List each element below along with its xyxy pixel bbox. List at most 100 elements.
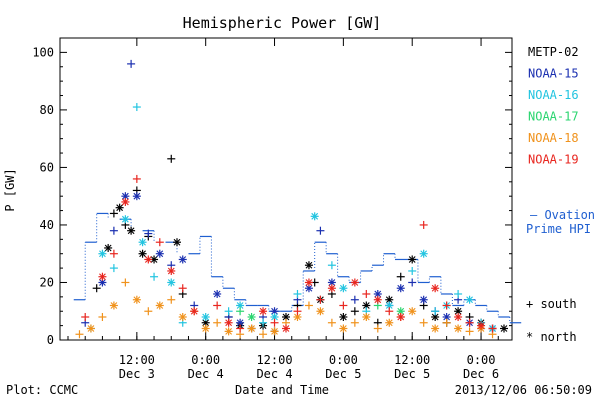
data-point: [132, 174, 141, 183]
data-point: [293, 307, 302, 316]
data-point: [150, 272, 159, 281]
x-tick-date: Dec 3: [119, 367, 155, 381]
data-point: [259, 330, 268, 339]
data-point: [408, 255, 417, 264]
data-point: [155, 249, 164, 258]
x-tick-date: Dec 4: [188, 367, 224, 381]
x-axis-label: Date and Time: [235, 383, 329, 397]
data-point: [304, 261, 313, 270]
data-point: [270, 318, 279, 327]
data-point: [121, 197, 130, 206]
data-point: [81, 312, 90, 321]
data-point: [144, 255, 153, 264]
legend-entry: NOAA-19: [528, 153, 579, 167]
data-point: [109, 249, 118, 258]
data-point: [339, 301, 348, 310]
data-point: [350, 318, 359, 327]
data-point: [442, 318, 451, 327]
data-point: [310, 212, 319, 221]
data-point: [419, 249, 428, 258]
data-point: [224, 327, 233, 336]
data-point: [98, 312, 107, 321]
data-point: [431, 307, 440, 316]
data-point: [419, 295, 428, 304]
data-point: [419, 220, 428, 229]
data-point: [98, 249, 107, 258]
x-tick-date: Dec 5: [394, 367, 430, 381]
data-point: [339, 284, 348, 293]
data-point: [247, 312, 256, 321]
data-point: [178, 312, 187, 321]
data-point: [282, 324, 290, 333]
y-axis: 0 20 40 60 80 100: [32, 45, 512, 347]
data-point: [259, 318, 268, 327]
data-point: [224, 307, 233, 316]
data-point: [109, 209, 118, 218]
data-point: [138, 238, 147, 247]
legend-entry: METP-02: [528, 45, 579, 59]
data-point: [213, 301, 222, 310]
data-point: [465, 295, 474, 304]
data-point: [155, 238, 164, 247]
y-tick-label: 100: [32, 45, 54, 59]
x-tick-time: 0:00: [467, 353, 496, 367]
y-tick-label: 0: [47, 333, 54, 347]
data-point: [327, 318, 336, 327]
data-point: [316, 226, 325, 235]
data-point: [500, 324, 508, 333]
data-point: [213, 289, 222, 298]
x-tick-date: Dec 6: [463, 367, 499, 381]
data-point: [132, 103, 141, 112]
data-point: [454, 324, 463, 333]
data-point: [454, 289, 463, 298]
data-point: [316, 307, 325, 316]
data-point: [431, 324, 440, 333]
data-point: [121, 278, 130, 287]
data-point: [362, 289, 371, 298]
data-point: [465, 318, 474, 327]
data-point: [408, 266, 417, 275]
data-point: [465, 327, 474, 336]
data-point: [304, 301, 313, 310]
data-point: [109, 226, 118, 235]
data-point: [213, 318, 222, 327]
data-point: [173, 238, 181, 247]
data-point: [167, 154, 176, 163]
data-point: [327, 261, 336, 270]
data-point: [98, 272, 107, 281]
data-points: [75, 59, 508, 339]
data-point: [385, 318, 394, 327]
data-point: [115, 203, 124, 212]
data-point: [304, 278, 313, 287]
data-point: [190, 307, 199, 316]
legend: METP-02 NOAA-15 NOAA-16 NOAA-17 NOAA-18 NOAA-…: [528, 45, 579, 167]
data-point: [431, 284, 440, 293]
data-point: [350, 295, 359, 304]
data-point: [293, 289, 302, 298]
data-point: [155, 301, 164, 310]
x-tick-time: 0:00: [329, 353, 358, 367]
x-tick-time: 12:00: [394, 353, 430, 367]
x-tick-date: Dec 4: [256, 367, 292, 381]
x-tick-time: 12:00: [119, 353, 155, 367]
data-point: [247, 324, 256, 333]
data-point: [201, 324, 210, 333]
y-tick-label: 80: [40, 103, 54, 117]
data-point: [442, 301, 451, 310]
y-tick-label: 60: [40, 160, 54, 174]
data-point: [224, 318, 233, 327]
legend-entry: NOAA-18: [528, 131, 579, 145]
data-point: [121, 192, 130, 201]
data-point: [132, 192, 141, 201]
legend-entry: NOAA-17: [528, 110, 579, 124]
data-point: [477, 321, 486, 330]
y-tick-label: 20: [40, 275, 54, 289]
x-tick-date: Dec 5: [325, 367, 361, 381]
south-marker-label: + south: [526, 297, 577, 311]
data-point: [109, 264, 118, 273]
plot-frame: [59, 37, 513, 341]
data-point: [127, 226, 136, 235]
data-point: [109, 301, 118, 310]
data-point: [270, 327, 279, 336]
